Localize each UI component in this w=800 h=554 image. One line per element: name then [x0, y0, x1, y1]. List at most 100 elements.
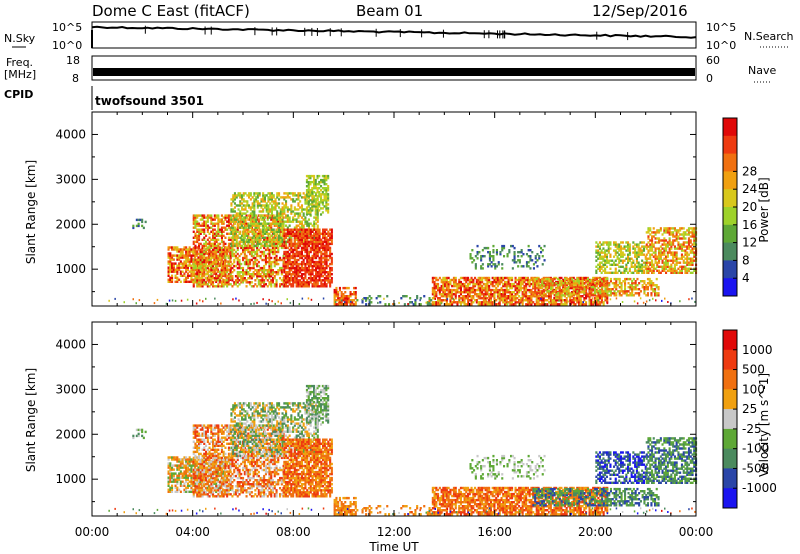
echo-cell [307, 262, 310, 266]
echo-cell [597, 276, 600, 280]
echo-cell [237, 218, 240, 221]
echo-cell [323, 266, 326, 270]
echo-cell [322, 236, 325, 239]
echo-cell [204, 264, 207, 267]
echo-cell [322, 232, 325, 235]
echo-cell [185, 278, 188, 281]
echo-cell [320, 275, 323, 278]
echo-cell [337, 295, 340, 298]
echo-cell [201, 254, 204, 257]
echo-cell [262, 234, 265, 237]
echo-cell [230, 232, 233, 235]
echo-cell [526, 303, 529, 306]
echo-cell [203, 232, 206, 235]
echo-cell [219, 218, 222, 221]
echo-cell [215, 256, 218, 260]
echo-cell [311, 256, 314, 260]
echo-cell [562, 284, 565, 287]
echo-cell [493, 291, 496, 294]
echo-cell [178, 258, 181, 261]
echo-cell [523, 293, 526, 296]
power-cells [108, 174, 698, 306]
echo-cell [299, 281, 302, 284]
echo-cell [270, 226, 273, 229]
echo-cell [316, 195, 319, 198]
echo-cell [409, 297, 412, 300]
echo-cell [233, 228, 236, 231]
echo-cell [230, 230, 233, 233]
echo-cell [491, 282, 494, 286]
echo-cell [183, 272, 186, 275]
echo-cell [307, 256, 310, 260]
echo-cell [233, 196, 236, 199]
echo-cell [377, 295, 380, 298]
echo-cell [486, 282, 489, 286]
echo-cell [601, 284, 604, 287]
echo-cell [325, 201, 328, 204]
echo-cell [300, 242, 303, 246]
echo-cell [285, 283, 288, 286]
echo-cell [618, 277, 621, 281]
echo-cell [491, 295, 494, 298]
echo-cell [493, 278, 496, 282]
echo-cell [253, 220, 256, 223]
echo-cell [217, 238, 220, 241]
echo-cell [260, 222, 263, 225]
echo-cell [325, 254, 328, 258]
echo-cell [309, 193, 312, 196]
echo-cell [532, 277, 535, 281]
echo-cell [292, 273, 295, 276]
echo-cell [320, 269, 323, 272]
echo-cell [531, 251, 534, 254]
echo-cell [546, 290, 549, 293]
echo-cell [629, 277, 632, 281]
echo-cell [212, 260, 215, 264]
echo-cell [486, 286, 489, 290]
echo-cell [239, 232, 242, 235]
echo-cell [276, 240, 279, 244]
echo-cell [219, 271, 222, 274]
echo-cell [306, 244, 309, 248]
echo-cell [440, 295, 443, 298]
echo-cell [192, 246, 195, 250]
echo-cell [618, 282, 621, 285]
echo-cell [254, 250, 257, 254]
echo-cell [203, 256, 206, 260]
echo-cell [225, 250, 228, 253]
echo-cell [224, 264, 227, 268]
echo-cell [237, 224, 240, 227]
echo-cell [268, 262, 271, 266]
echo-cell [315, 250, 318, 254]
echo-cell [563, 288, 566, 292]
echo-cell [261, 277, 264, 280]
echo-cell [185, 246, 188, 249]
echo-cell [309, 248, 312, 252]
echo-cell [249, 226, 252, 229]
echo-cell [201, 238, 204, 241]
echo-cell [585, 288, 588, 292]
echo-cell [280, 242, 283, 246]
echo-cell [256, 234, 259, 237]
echo-cell [618, 247, 621, 250]
echo-cell [592, 303, 595, 306]
echo-cell [330, 269, 333, 272]
echo-cell [185, 268, 188, 271]
echo-cell [283, 250, 286, 254]
echo-cell [616, 247, 619, 250]
echo-cell [262, 214, 265, 217]
echo-cell [313, 178, 316, 182]
echo-cell [565, 292, 568, 295]
echo-cell [299, 234, 302, 237]
echo-cell [560, 301, 563, 304]
echo-cell [286, 285, 289, 288]
echo-cell [514, 286, 517, 290]
echo-cell [222, 260, 225, 263]
echo-cell [295, 269, 298, 272]
freq-tick-bottom: 8 [72, 72, 79, 85]
echo-cell [556, 299, 559, 302]
echo-cell [593, 284, 596, 288]
echo-cell [459, 291, 462, 294]
echo-cell [270, 281, 273, 284]
echo-cell [493, 288, 496, 292]
echo-cell [316, 248, 319, 252]
